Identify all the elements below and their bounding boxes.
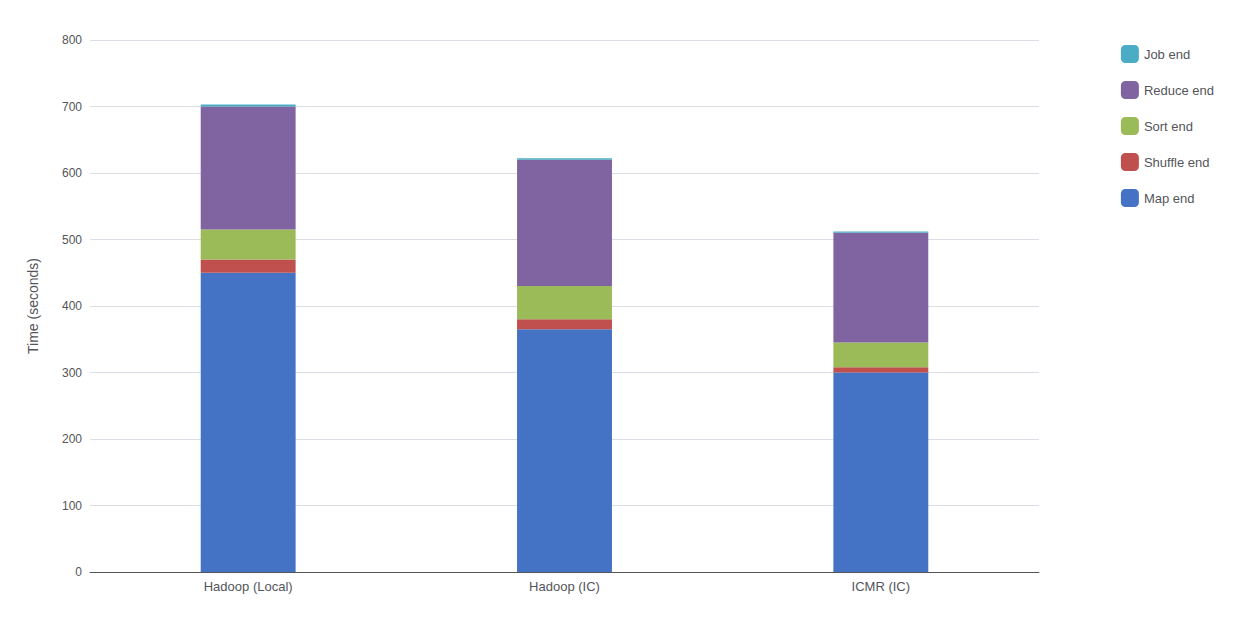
svg-text:Shuffle end: Shuffle end xyxy=(1144,155,1210,170)
svg-text:100: 100 xyxy=(62,499,82,513)
svg-text:600: 600 xyxy=(62,166,82,180)
svg-text:Reduce end: Reduce end xyxy=(1144,83,1214,98)
svg-text:Sort end: Sort end xyxy=(1144,119,1193,134)
svg-text:700: 700 xyxy=(62,100,82,114)
svg-text:300: 300 xyxy=(62,366,82,380)
svg-text:400: 400 xyxy=(62,299,82,313)
svg-text:0: 0 xyxy=(75,565,82,579)
svg-text:800: 800 xyxy=(62,33,82,47)
svg-text:Map end: Map end xyxy=(1144,191,1195,206)
svg-text:Hadoop (IC): Hadoop (IC) xyxy=(529,579,600,594)
svg-text:200: 200 xyxy=(62,432,82,446)
svg-text:500: 500 xyxy=(62,233,82,247)
svg-text:ICMR (IC): ICMR (IC) xyxy=(852,579,911,594)
svg-text:Time (seconds): Time (seconds) xyxy=(25,258,41,354)
svg-text:Hadoop (Local): Hadoop (Local) xyxy=(204,579,293,594)
svg-text:Job end: Job end xyxy=(1144,47,1190,62)
